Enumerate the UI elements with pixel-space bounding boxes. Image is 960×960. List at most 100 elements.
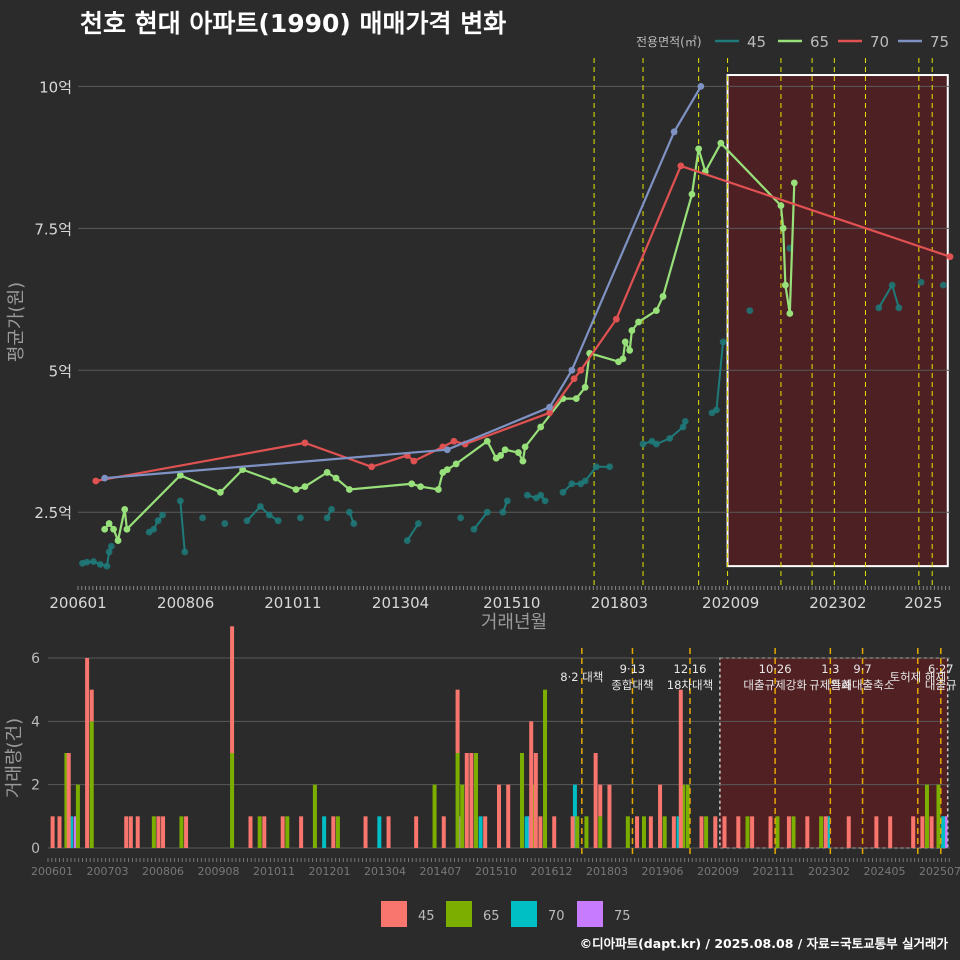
data-point-45 — [483, 508, 491, 516]
bar-45 — [441, 816, 446, 848]
data-point-65 — [323, 469, 331, 476]
data-point-75 — [546, 403, 553, 411]
legend-swatch-70 — [511, 901, 537, 927]
bar-45 — [598, 784, 603, 817]
x-tick-label: 202111 — [753, 865, 795, 878]
legend-label-65: 65 — [810, 33, 829, 51]
bar-65 — [704, 816, 709, 848]
bar-45 — [533, 753, 538, 848]
data-point-45 — [199, 514, 206, 522]
data-point-65 — [408, 480, 416, 488]
bar-45 — [156, 816, 161, 848]
data-point-65 — [239, 466, 247, 474]
x-tick-label: 200908 — [198, 865, 240, 878]
data-point-45 — [103, 562, 111, 570]
bar-45 — [786, 816, 791, 848]
y-axis-title: 평균가(원) — [6, 282, 27, 362]
bar-legend: 45 65 70 75 — [381, 901, 631, 927]
data-point-45 — [568, 480, 576, 488]
data-point-45 — [414, 520, 422, 527]
bar-45 — [607, 784, 612, 848]
data-point-45 — [917, 278, 925, 286]
bar-65 — [312, 784, 317, 848]
data-point-65 — [572, 395, 580, 403]
data-point-45 — [105, 548, 113, 556]
bar-45 — [570, 816, 575, 848]
data-point-65 — [110, 525, 117, 533]
x-tick-label: 201510 — [483, 594, 540, 612]
data-point-75 — [697, 82, 705, 90]
data-point-65 — [777, 202, 785, 210]
data-point-65 — [101, 525, 109, 533]
bar-45 — [538, 816, 543, 848]
bar-45 — [161, 816, 166, 848]
bar-65 — [681, 784, 686, 848]
bar-45 — [280, 816, 285, 848]
x-tick-label: 201304 — [372, 594, 429, 612]
y-tick-label: 2.5억 — [34, 504, 72, 522]
bar-45 — [911, 816, 916, 848]
y-axis-title: 거래량(건) — [4, 718, 25, 798]
y-tick-label: 6 — [31, 651, 40, 667]
data-point-65 — [332, 474, 340, 482]
data-point-65 — [581, 383, 589, 391]
data-point-65 — [652, 307, 660, 315]
data-point-65 — [270, 477, 278, 485]
bar-75 — [73, 816, 78, 848]
data-point-65 — [176, 471, 184, 479]
data-point-45 — [403, 537, 411, 544]
data-point-45 — [96, 561, 104, 568]
event-label: 9·7 — [853, 662, 871, 676]
x-tick-label: 202009 — [702, 594, 759, 612]
data-point-65 — [123, 525, 131, 533]
bar-70 — [826, 816, 831, 848]
legend-label-45: 45 — [747, 33, 766, 51]
data-point-45 — [345, 508, 353, 516]
bar-45 — [805, 816, 810, 848]
legend-swatch-45 — [381, 901, 407, 927]
bar-45 — [184, 816, 189, 848]
y-tick-label: 5억 — [49, 362, 72, 380]
data-point-45 — [939, 281, 947, 289]
bar-70 — [69, 816, 74, 848]
x-tick-label: 201407 — [420, 865, 462, 878]
data-point-45 — [90, 558, 97, 565]
bar-70 — [322, 816, 327, 848]
series-line-70 — [95, 164, 951, 483]
data-point-65 — [521, 443, 529, 451]
data-point-65 — [434, 486, 442, 493]
bar-65 — [151, 816, 156, 848]
data-point-65 — [417, 483, 424, 491]
data-point-65 — [497, 452, 505, 459]
legend-label-45: 45 — [418, 909, 435, 924]
legend-label-70: 70 — [548, 909, 565, 924]
bar-45 — [713, 816, 718, 848]
series-segment-45 — [877, 284, 894, 309]
data-point-70 — [92, 477, 100, 485]
data-point-45 — [176, 497, 184, 505]
data-point-75 — [670, 128, 678, 136]
legend-swatch-65 — [446, 901, 472, 927]
bar-45 — [699, 816, 704, 848]
data-point-45 — [470, 525, 478, 533]
data-point-45 — [107, 542, 115, 550]
bar-70 — [676, 816, 681, 848]
bar-45 — [823, 816, 828, 848]
legend-label-75: 75 — [614, 909, 631, 924]
data-point-70 — [577, 366, 585, 374]
data-point-45 — [895, 304, 903, 312]
x-tick-label: 202009 — [697, 865, 739, 878]
bar-75 — [457, 816, 462, 848]
data-point-70 — [450, 437, 458, 445]
bar-65 — [936, 784, 941, 848]
bar-45 — [529, 721, 534, 848]
bar-45 — [736, 816, 741, 848]
data-point-45 — [652, 440, 660, 448]
bar-65 — [819, 816, 824, 848]
data-point-65 — [114, 537, 122, 544]
data-point-45 — [888, 281, 896, 289]
bar-45 — [299, 816, 304, 848]
x-axis-title: 거래년월 — [481, 612, 547, 633]
bar-65 — [575, 816, 580, 848]
